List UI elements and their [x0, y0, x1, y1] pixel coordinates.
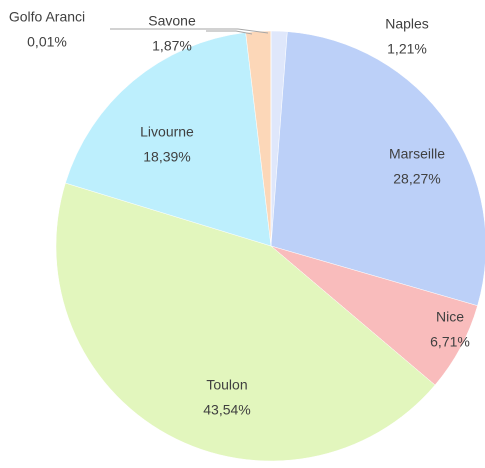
- value-label: 0,01%: [27, 34, 67, 50]
- value-label: 43,54%: [203, 402, 250, 418]
- slice-label: Savone: [148, 13, 196, 29]
- slice-label: Naples: [385, 16, 429, 32]
- slice-label: Golfo Aranci: [9, 9, 85, 25]
- value-label: 6,71%: [430, 334, 470, 350]
- slice-label: Nice: [436, 309, 464, 325]
- slice-label: Marseille: [389, 146, 445, 162]
- value-label: 1,87%: [152, 38, 192, 54]
- slice-label: Toulon: [206, 377, 247, 393]
- value-label: 18,39%: [143, 149, 190, 165]
- value-label: 1,21%: [387, 41, 427, 57]
- value-label: 28,27%: [393, 171, 440, 187]
- slice-label: Livourne: [140, 124, 194, 140]
- slices: [56, 31, 485, 461]
